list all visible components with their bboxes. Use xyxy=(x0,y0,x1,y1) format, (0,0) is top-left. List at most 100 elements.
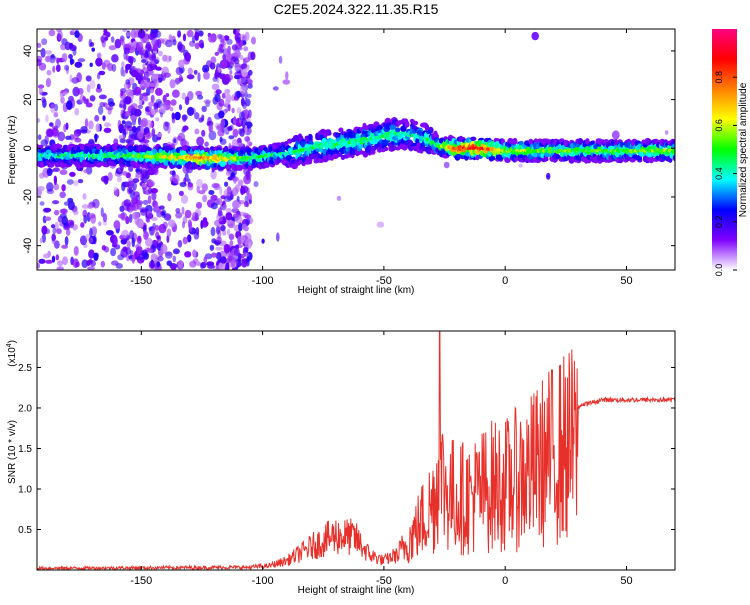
heatmap-noise-cell xyxy=(196,136,205,147)
heatmap-noise-cell xyxy=(178,75,183,82)
heatmap-noise-cell xyxy=(151,127,156,137)
heatmap-noise-cell xyxy=(108,101,116,107)
heatmap-noise-cell xyxy=(195,201,203,209)
heatmap-noise-cell xyxy=(101,39,106,48)
heatmap-noise-cell xyxy=(46,69,52,76)
heatmap-noise-cell xyxy=(172,255,177,263)
heatmap-noise-cell xyxy=(194,128,200,135)
heatmap-noise-cell xyxy=(51,234,57,241)
heatmap-noise-cell xyxy=(217,210,223,217)
heatmap-noise-cell xyxy=(217,33,223,40)
heatmap-noise-cell xyxy=(239,77,246,83)
heatmap-noise-cell xyxy=(125,89,134,97)
heatmap-noise-cell xyxy=(210,169,217,180)
heatmap-noise-cell xyxy=(239,55,244,60)
heatmap-noise-cell xyxy=(123,199,132,207)
heatmap-ridge-cell xyxy=(219,160,227,167)
heatmap-noise-cell xyxy=(244,136,250,142)
heatmap-noise-cell xyxy=(91,226,97,236)
heatmap-ridge-cell xyxy=(646,139,652,146)
heatmap-noise-cell xyxy=(90,214,97,224)
heatmap-noise-cell xyxy=(201,114,205,122)
heatmap-noise-cell xyxy=(228,135,235,140)
heatmap-noise-cell xyxy=(100,260,106,268)
heatmap-noise-cell xyxy=(175,211,183,219)
snr-line-layer xyxy=(37,331,675,570)
heatmap-noise-cell xyxy=(194,112,200,120)
heatmap-noise-cell xyxy=(247,79,253,85)
heatmap-noise-cell xyxy=(253,181,259,188)
heatmap-ridge-cell xyxy=(222,147,229,152)
heatmap-ridge-cell xyxy=(504,157,511,163)
heatmap-noise-cell xyxy=(118,103,123,108)
heatmap-noise-cell xyxy=(163,72,171,78)
heatmap-ridge-cell xyxy=(389,124,397,130)
heatmap-noise-cell xyxy=(87,204,94,209)
heatmap-noise-cell xyxy=(203,256,208,263)
heatmap-noise-cell xyxy=(94,133,98,143)
heatmap-noise-cell xyxy=(124,206,130,211)
heatmap-ridge-cell xyxy=(487,150,493,157)
heatmap-noise-cell xyxy=(220,38,225,48)
heatmap-noise-cell xyxy=(182,125,189,131)
heatmap-ridge-cell xyxy=(176,164,182,169)
heatmap-noise-cell xyxy=(110,36,115,43)
heatmap-noise-cell xyxy=(38,258,46,264)
heatmap-noise-cell xyxy=(97,105,104,115)
heatmap-noise-cell xyxy=(134,86,142,95)
heatmap-noise-cell xyxy=(130,69,138,78)
heatmap-noise-cell xyxy=(226,38,233,45)
heatmap-noise-cell xyxy=(180,194,189,204)
heatmap-ridge-cell xyxy=(648,157,654,164)
heatmap-noise-cell xyxy=(73,209,79,216)
heatmap-noise-cell xyxy=(234,71,243,78)
heatmap-noise-cell xyxy=(113,236,118,246)
heatmap-noise-cell xyxy=(216,125,220,131)
heatmap-noise-cell xyxy=(215,225,221,235)
spectrogram-heatmap xyxy=(37,29,675,270)
heatmap-noise-cell xyxy=(178,44,186,53)
colorbar-label: Normalized spectral amplitude xyxy=(738,82,749,217)
heatmap-noise-cell xyxy=(172,39,177,46)
heatmap-noise-cell xyxy=(243,201,249,207)
heatmap-noise-cell xyxy=(68,42,74,49)
heatmap-noise-cell xyxy=(128,187,133,194)
heatmap-noise-cell xyxy=(83,214,88,224)
heatmap-noise-cell xyxy=(222,215,226,223)
heatmap-noise-cell xyxy=(145,237,153,247)
heatmap-noise-cell xyxy=(184,52,191,62)
heatmap-noise-cell xyxy=(216,198,223,205)
heatmap-noise-cell xyxy=(219,186,223,196)
heatmap-noise-cell xyxy=(233,247,240,257)
heatmap-noise-cell xyxy=(203,71,210,80)
heatmap-noise-cell xyxy=(222,204,228,211)
heatmap-noise-cell xyxy=(147,195,152,205)
heatmap-noise-cell xyxy=(158,223,167,234)
snr-x-tick-label: -150 xyxy=(130,575,152,587)
heatmap-noise-cell xyxy=(39,237,43,244)
snr-y-tick-label: 1.0 xyxy=(18,484,32,495)
heatmap-noise-cell xyxy=(52,167,60,172)
heatmap-ridge-cell xyxy=(307,133,313,141)
heatmap-noise-cell xyxy=(64,64,70,71)
heatmap-noise-cell xyxy=(137,130,144,140)
heatmap-ridge-cell xyxy=(511,138,518,145)
heatmap-noise-cell xyxy=(117,213,124,219)
heatmap-noise-cell xyxy=(45,128,53,137)
heatmap-noise-cell xyxy=(218,110,225,119)
heatmap-noise-cell xyxy=(182,221,185,229)
heatmap-noise-cell xyxy=(231,207,240,214)
heatmap-noise-cell xyxy=(218,262,226,270)
heatmap-ridge-cell xyxy=(80,143,85,151)
heatmap-noise-cell xyxy=(193,69,198,75)
heatmap-noise-cell xyxy=(81,259,89,268)
snr-multiplier-prefix: (x10 xyxy=(7,347,18,367)
heatmap-ridge-cell xyxy=(338,127,344,133)
heatmap-noise-cell xyxy=(139,82,147,90)
heatmap-ridge-cell xyxy=(632,154,638,160)
heatmap-ridge-cell xyxy=(401,144,408,151)
heatmap-noise-cell xyxy=(72,258,79,269)
heatmap-noise-cell xyxy=(232,200,239,209)
heatmap-noise-cell xyxy=(57,30,63,41)
heatmap-ridge-cell xyxy=(373,138,379,145)
